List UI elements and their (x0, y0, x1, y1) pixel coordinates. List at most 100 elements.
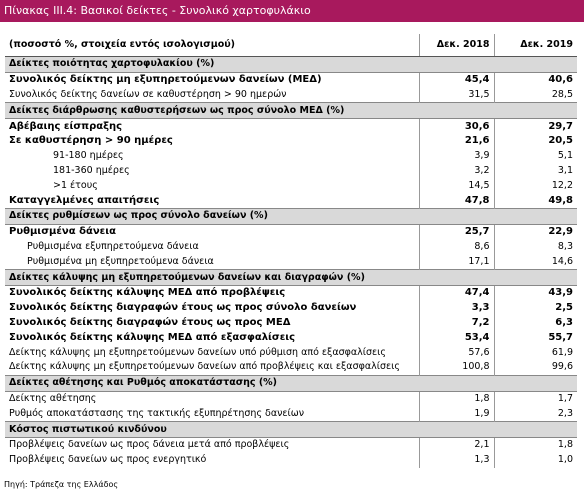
section-title: Δείκτες ρυθμίσεων ως προς σύνολο δανείων… (5, 207, 577, 225)
value-cell: 21,6 (418, 133, 494, 149)
value-cell: 3,9 (418, 148, 494, 164)
value-cell: 14,6 (493, 254, 577, 270)
data-row: Προβλέψεις δανείων ως προς ενεργητικό 1,3… (5, 452, 577, 468)
value-cell: 12,2 (493, 178, 577, 194)
section-title: Δείκτες διάρθρωσης καθυστερήσεων ως προς… (5, 102, 577, 120)
section-title: Δείκτες κάλυψης μη εξυπηρετούμενων δανεί… (5, 269, 577, 286)
row-label: >1 έτους (53, 179, 98, 191)
source-note: Πηγή: Τράπεζα της Ελλάδος (4, 480, 119, 489)
value-cell: 100,8 (418, 359, 494, 376)
value-cell: 40,6 (493, 72, 577, 88)
value-cell: 43,9 (493, 285, 577, 301)
row-label: Προβλέψεις δανείων ως προς ενεργητικό (9, 454, 207, 466)
value-cell: 1,9 (418, 406, 494, 422)
value-cell: 30,6 (418, 118, 494, 134)
row-label: Ρυθμός αποκατάστασης της τακτικής εξυπηρ… (9, 407, 305, 419)
value-cell: 2,5 (493, 300, 577, 316)
data-row: 91-180 ημέρες 3,9 5,1 (5, 148, 577, 164)
data-row: Συνολικός δείκτης κάλυψης ΜΕΔ από εξασφα… (5, 330, 577, 346)
row-label: Δείκτης κάλυψης μη εξυπηρετούμενων δανεί… (9, 361, 400, 373)
data-row: Συνολικός δείκτης διαγραφών έτους ως προ… (5, 300, 577, 316)
section-row: Δείκτες κάλυψης μη εξυπηρετούμενων δανεί… (5, 269, 577, 286)
value-cell: 17,1 (418, 254, 494, 270)
value-cell: 25,7 (418, 224, 494, 240)
value-cell: 47,8 (418, 193, 494, 209)
header-label: (ποσοστό %, στοιχεία εντός ισολογισμού) (5, 34, 419, 57)
section-row: Δείκτες ρυθμίσεων ως προς σύνολο δανείων… (5, 207, 577, 225)
value-cell: 99,6 (493, 359, 577, 376)
value-cell: 1,3 (418, 452, 494, 468)
data-row: Προβλέψεις δανείων ως προς δάνεια μετά α… (5, 437, 577, 453)
data-row: Συνολικός δείκτης κάλυψης ΜΕΔ από προβλέ… (5, 285, 577, 301)
value-cell: 8,6 (418, 239, 494, 255)
value-cell: 6,3 (493, 315, 577, 331)
row-label: Προβλέψεις δανείων ως προς δάνεια μετά α… (9, 439, 290, 451)
row-label: Συνολικός δείκτης δανείων σε καθυστέρηση… (9, 88, 287, 100)
header-col: Δεκ. 2019 (493, 34, 577, 57)
data-row: Αβέβαιης είσπραξης 30,6 29,7 (5, 118, 577, 134)
value-cell: 2,1 (418, 437, 494, 453)
value-cell: 57,6 (418, 345, 494, 360)
value-cell: 28,5 (493, 87, 577, 103)
data-row: Ρυθμισμένα δάνεια 25,7 22,9 (5, 224, 577, 240)
value-cell: 3,1 (493, 163, 577, 179)
value-cell: 1,0 (493, 452, 577, 468)
value-cell: 49,8 (493, 193, 577, 209)
section-title: Δείκτες αθέτησης και Ρυθμός αποκατάσταση… (5, 374, 577, 392)
value-cell: 1,8 (418, 391, 494, 407)
data-row: Ρυθμός αποκατάστασης της τακτικής εξυπηρ… (5, 406, 577, 422)
data-row: Ρυθμισμένα εξυπηρετούμενα δάνεια 8,6 8,3 (5, 239, 577, 255)
row-label: Καταγγελμένες απαιτήσεις (9, 194, 160, 206)
value-cell: 29,7 (493, 118, 577, 134)
table-body: (ποσοστό %, στοιχεία εντός ισολογισμού) … (5, 34, 577, 468)
row-label: Ρυθμισμένα δάνεια (9, 226, 116, 238)
value-cell: 47,4 (418, 285, 494, 301)
section-row: Δείκτες διάρθρωσης καθυστερήσεων ως προς… (5, 102, 577, 120)
row-label: Ρυθμισμένα εξυπηρετούμενα δάνεια (27, 240, 199, 252)
row-label: Συνολικός δείκτης διαγραφών έτους ως προ… (9, 316, 291, 328)
value-cell: 7,2 (418, 315, 494, 331)
section-row: Δείκτες ποιότητας χαρτοφυλακίου (%) (5, 56, 577, 73)
row-label: Συνολικός δείκτης κάλυψης ΜΕΔ από προβλέ… (9, 287, 286, 299)
data-row: >1 έτους 14,5 12,2 (5, 178, 577, 194)
section-row: Δείκτες αθέτησης και Ρυθμός αποκατάσταση… (5, 374, 577, 392)
section-title: Κόστος πιστωτικού κινδύνου (5, 421, 577, 438)
row-label: 91-180 ημέρες (53, 150, 124, 162)
row-label: Δείκτης κάλυψης μη εξυπηρετούμενων δανεί… (9, 346, 386, 358)
row-label: Συνολικός δείκτης μη εξυπηρετούμενων δαν… (9, 74, 322, 86)
data-row: 181-360 ημέρες 3,2 3,1 (5, 163, 577, 179)
value-cell: 14,5 (418, 178, 494, 194)
value-cell: 20,5 (493, 133, 577, 149)
value-cell: 3,2 (418, 163, 494, 179)
value-cell: 3,3 (418, 300, 494, 316)
data-row: Σε καθυστέρηση > 90 ημέρες 21,6 20,5 (5, 133, 577, 149)
data-row: Καταγγελμένες απαιτήσεις 47,8 49,8 (5, 193, 577, 209)
data-row: Δείκτης κάλυψης μη εξυπηρετούμενων δανεί… (5, 359, 577, 376)
section-title: Δείκτες ποιότητας χαρτοφυλακίου (%) (5, 56, 577, 73)
data-row: Δείκτης αθέτησης 1,8 1,7 (5, 391, 577, 407)
value-cell: 53,4 (418, 330, 494, 346)
table: (ποσοστό %, στοιχεία εντός ισολογισμού) … (5, 34, 577, 468)
table-title: Πίνακας ΙΙΙ.4: Βασικοί δείκτες - Συνολικ… (0, 0, 584, 22)
data-row: Συνολικός δείκτης μη εξυπηρετούμενων δαν… (5, 72, 577, 88)
data-row: Δείκτης κάλυψης μη εξυπηρετούμενων δανεί… (5, 345, 577, 360)
data-row: Συνολικός δείκτης δανείων σε καθυστέρηση… (5, 87, 577, 103)
value-cell: 31,5 (418, 87, 494, 103)
row-label: Συνολικός δείκτης διαγραφών έτους ως προ… (9, 302, 357, 314)
row-label: 181-360 ημέρες (53, 164, 130, 176)
row-label: Ρυθμισμένα μη εξυπηρετούμενα δάνεια (27, 255, 214, 267)
value-cell: 61,9 (493, 345, 577, 360)
row-label: Δείκτης αθέτησης (9, 392, 97, 404)
header-col: Δεκ. 2018 (418, 34, 494, 57)
row-label: Σε καθυστέρηση > 90 ημέρες (9, 135, 173, 147)
row-label: Αβέβαιης είσπραξης (9, 120, 123, 132)
data-row: Ρυθμισμένα μη εξυπηρετούμενα δάνεια 17,1 1… (5, 254, 577, 270)
value-cell: 1,8 (493, 437, 577, 453)
value-cell: 1,7 (493, 391, 577, 407)
data-row: Συνολικός δείκτης διαγραφών έτους ως προ… (5, 315, 577, 331)
row-label: Συνολικός δείκτης κάλυψης ΜΕΔ από εξασφα… (9, 331, 296, 343)
value-cell: 5,1 (493, 148, 577, 164)
value-cell: 2,3 (493, 406, 577, 422)
header-row: (ποσοστό %, στοιχεία εντός ισολογισμού) … (5, 34, 577, 57)
